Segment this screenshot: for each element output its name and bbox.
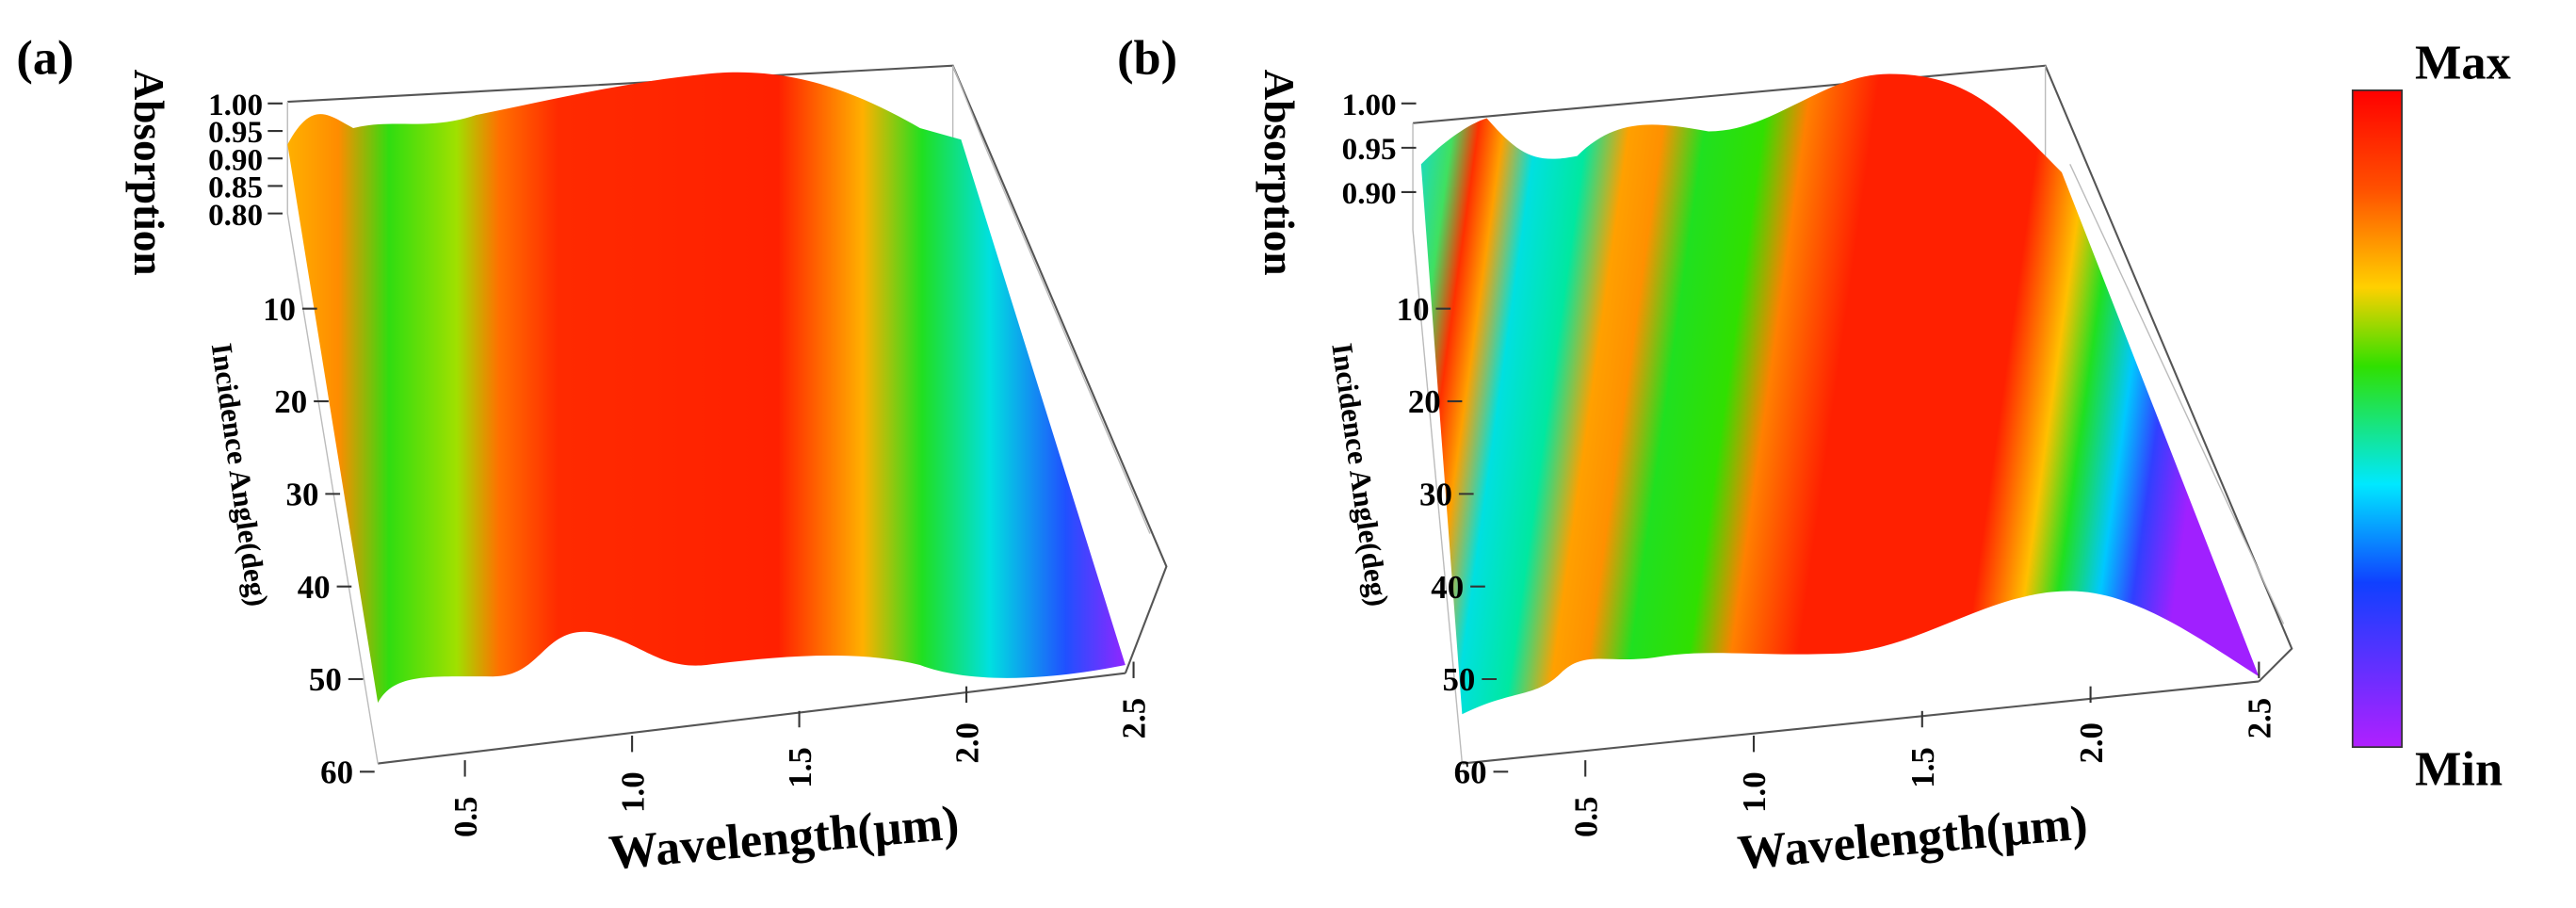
- z-tick-label: 0.90: [1342, 176, 1397, 211]
- frame-b: [1412, 64, 2293, 765]
- y-tick-label: 20: [274, 383, 307, 420]
- x-axis-title: Wavelength(μm): [1735, 795, 2089, 880]
- colorbar: [2351, 89, 2403, 749]
- y-tick-label: 30: [1419, 477, 1452, 513]
- y-tick-label: 40: [298, 569, 331, 606]
- z-tick-label: 1.00: [1342, 88, 1397, 122]
- colorbar-max: Max: [2415, 36, 2511, 90]
- surface-a: [287, 72, 1126, 704]
- y-tick-label: 50: [1442, 661, 1475, 698]
- x-tick-label: 2.5: [2242, 698, 2278, 739]
- y-axis-title: Incidence Angle(deg): [1325, 341, 1395, 608]
- x-tick-label: 0.5: [1567, 796, 1604, 837]
- x-tick-label: 2.5: [1116, 698, 1153, 739]
- y-tick-label: 60: [320, 754, 353, 791]
- z-axis-title: Absorption: [1256, 70, 1303, 276]
- z-tick-label: 0.85: [208, 170, 263, 205]
- x-tick-label: 1.0: [1736, 771, 1773, 813]
- x-tick-label: 1.5: [782, 747, 818, 788]
- x-tick-label: 1.5: [1904, 747, 1941, 788]
- surface-b: [1420, 73, 2260, 715]
- z-tick-label: 0.90: [208, 142, 263, 177]
- z-tick-label: 0.80: [208, 198, 263, 233]
- x-tick-label: 1.0: [614, 771, 651, 813]
- y-tick-label: 20: [1408, 383, 1441, 420]
- x-tick-label: 2.0: [948, 722, 985, 764]
- x-axis-title: Wavelength(μm): [607, 795, 961, 880]
- y-tick-label: 10: [263, 291, 296, 328]
- z-tick-label: 1.00: [208, 88, 263, 122]
- z-tick-label: 0.95: [1342, 132, 1397, 167]
- panel-label: (b): [1117, 30, 1177, 85]
- y-axis-title: Incidence Angle(deg): [205, 341, 275, 608]
- x-tick-label: 2.0: [2073, 722, 2110, 764]
- frame-a: [286, 64, 1168, 765]
- x-tick-label: 0.5: [447, 796, 484, 837]
- colorbar-min: Min: [2415, 741, 2503, 796]
- y-tick-label: 40: [1431, 569, 1464, 606]
- y-tick-label: 50: [309, 661, 342, 698]
- z-axis-title: Absorption: [125, 70, 172, 276]
- y-tick-label: 30: [286, 477, 319, 513]
- y-tick-label: 10: [1397, 291, 1430, 328]
- y-tick-label: 60: [1454, 754, 1487, 791]
- z-tick-label: 0.95: [208, 115, 263, 150]
- panel-label: (a): [16, 30, 73, 85]
